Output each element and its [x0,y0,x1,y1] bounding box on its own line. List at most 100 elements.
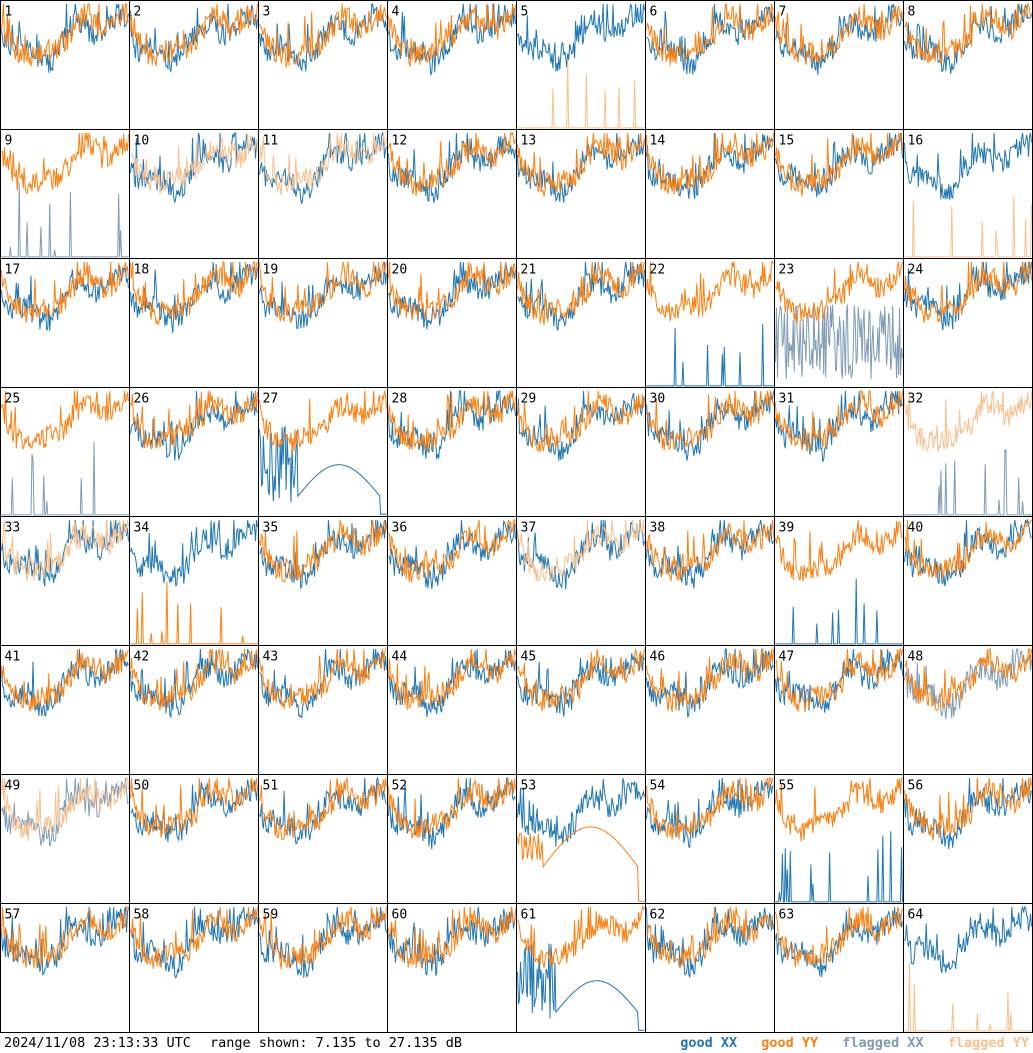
tile-55-xx-line [775,831,903,903]
tile-63-yy-line [775,906,903,968]
tile-29-label: 29 [521,392,537,407]
tile-13-yy-line [517,132,645,197]
tile-54: 54 [645,774,775,904]
tile-16-xx-line [904,132,1032,200]
tile-50-yy-line [130,777,258,838]
tile-9-label: 9 [5,134,13,149]
tile-62: 62 [645,903,775,1033]
tile-64: 64 [903,903,1033,1033]
tile-61: 61 [516,903,646,1033]
tile-50-label: 50 [134,779,150,794]
tile-14-label: 14 [650,134,666,149]
tile-6-xx-line [646,3,774,75]
tile-3: 3 [258,0,388,130]
legend-flagged-xx: flagged XX [842,1035,924,1051]
tile-19-xx-line [259,261,387,330]
legend: good XX good YY flagged XX flagged YY [664,1033,1029,1053]
tile-35: 35 [258,516,388,646]
tile-21-label: 21 [521,263,537,278]
tile-64-frame [903,903,1033,1033]
tile-30-label: 30 [650,392,666,407]
tile-59: 59 [258,903,388,1033]
tile-53-label: 53 [521,779,537,794]
tile-17-yy-line [1,261,129,323]
tile-5-xx-line [517,3,645,72]
tile-5: 5 [516,0,646,130]
tile-11-label: 11 [263,134,279,149]
tile-16-label: 16 [908,134,924,149]
tile-58-label: 58 [134,908,150,923]
tile-18: 18 [129,258,259,388]
tile-31: 31 [774,387,904,517]
tile-18-xx-line [130,261,258,333]
tile-2-frame [129,0,259,130]
tile-37: 37 [516,516,646,646]
tile-32-frame [903,387,1033,517]
tile-62-label: 62 [650,908,666,923]
tile-64-xx-line [904,905,1032,974]
tile-43: 43 [258,645,388,775]
tile-9-xx-line [1,182,129,258]
tile-19: 19 [258,258,388,388]
tile-20-xx-line [388,261,516,330]
tile-58: 58 [129,903,259,1033]
tile-40-label: 40 [908,521,924,536]
tile-59-frame [258,903,388,1033]
tile-39: 39 [774,516,904,646]
tile-12: 12 [387,129,517,259]
tile-6-yy-line [646,3,774,66]
tile-27: 27 [258,387,388,517]
tile-38-label: 38 [650,521,666,536]
tile-27-label: 27 [263,392,279,407]
tile-60-label: 60 [392,908,408,923]
tile-63-xx-line [775,906,903,978]
tile-6-label: 6 [650,5,658,20]
tile-14: 14 [645,129,775,259]
tile-22-yy-line [646,261,774,322]
tile-40-xx-line [904,518,1032,587]
tile-57-label: 57 [5,908,21,923]
tile-11: 11 [258,129,388,259]
tile-2-yy-line [130,3,258,67]
tile-32-xx-line [904,449,1032,516]
tile-36-label: 36 [392,521,408,536]
tile-28-yy-line [388,390,516,452]
tile-49-yy-line [1,777,129,841]
tile-12-label: 12 [392,134,408,149]
tile-38-yy-line [646,519,774,582]
tile-42: 42 [129,645,259,775]
tile-26: 26 [129,387,259,517]
tile-56-label: 56 [908,779,924,794]
tile-15: 15 [774,129,904,259]
tile-18-yy-line [130,261,258,326]
timestamp: 2024/11/08 23:13:33 UTC [4,1035,191,1051]
tile-16-yy-line [904,195,1032,258]
tile-21: 21 [516,258,646,388]
tile-2: 2 [129,0,259,130]
tile-3-label: 3 [263,5,271,20]
tile-7: 7 [774,0,904,130]
tile-32-yy-line [904,390,1032,453]
tile-53: 53 [516,774,646,904]
tile-57: 57 [0,903,130,1033]
tile-38-frame [645,516,775,646]
tile-45-yy-line [517,648,645,712]
tile-45: 45 [516,645,646,775]
tile-52-label: 52 [392,779,408,794]
tile-22-label: 22 [650,263,666,278]
tile-19-yy-line [259,261,387,324]
tile-52: 52 [387,774,517,904]
tile-31-yy-line [775,390,903,452]
tile-8-yy-line [904,3,1032,66]
tile-64-yy-line [904,962,1032,1032]
tile-15-yy-line [775,132,903,197]
tile-42-xx-line [130,648,258,719]
tile-24-label: 24 [908,263,924,278]
tile-43-label: 43 [263,650,279,665]
tile-34-yy-line [130,581,258,645]
tile-17: 17 [0,258,130,388]
tile-33-label: 33 [5,521,21,536]
tile-10-label: 10 [134,134,150,149]
tile-37-yy-line [517,518,645,583]
